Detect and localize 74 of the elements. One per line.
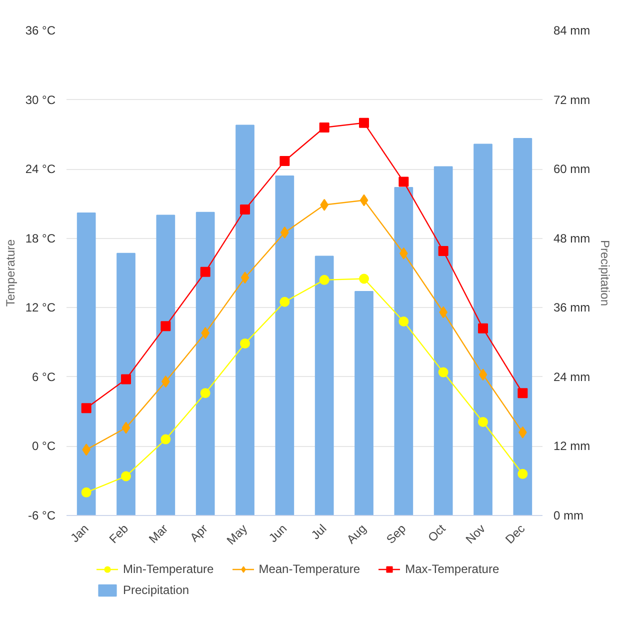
- x-tick-label: Feb: [106, 521, 132, 546]
- point: [518, 388, 528, 398]
- x-tick-label: Mar: [146, 522, 171, 546]
- y2-tick-label: 72 mm: [554, 92, 590, 107]
- y2-tick-label: 12 mm: [554, 439, 590, 454]
- bar: [156, 214, 176, 516]
- x-tick-label: Aug: [344, 522, 369, 547]
- y2-tick-label: 60 mm: [554, 162, 590, 176]
- y-tick-label: 6 °C: [32, 370, 56, 384]
- point: [121, 471, 131, 482]
- bar: [116, 252, 136, 516]
- y2-tick-label: 48 mm: [554, 231, 590, 246]
- point: [359, 118, 369, 128]
- y2-tick-label: 24 mm: [554, 370, 590, 384]
- point: [478, 323, 488, 334]
- x-tick-label: Sep: [384, 521, 409, 547]
- x-tick-label: Oct: [425, 521, 449, 545]
- y-tick-label: 36 °C: [25, 24, 56, 38]
- point: [280, 296, 290, 307]
- legend-label: Precipitation: [123, 582, 190, 598]
- y-axis-title: Temperature: [3, 238, 18, 307]
- bar: [513, 138, 532, 516]
- point: [518, 468, 528, 479]
- y-tick-label: 0 °C: [32, 439, 56, 454]
- bar: [196, 212, 215, 516]
- point: [122, 422, 130, 434]
- point: [359, 274, 369, 284]
- point: [121, 374, 131, 384]
- y-tick-label: 24 °C: [25, 162, 56, 176]
- bar: [76, 212, 96, 516]
- point: [160, 321, 171, 332]
- x-tick-label: Dec: [502, 522, 528, 547]
- bar: [275, 176, 294, 516]
- x-tick-label: Nov: [462, 522, 488, 547]
- point: [240, 272, 250, 284]
- point: [280, 156, 290, 166]
- x-tick-label: Jun: [266, 522, 290, 546]
- point: [160, 434, 171, 444]
- point: [200, 266, 210, 277]
- bar: [474, 144, 492, 516]
- point: [319, 122, 330, 132]
- x-tick-label: Apr: [187, 522, 210, 545]
- x-tick-label: May: [224, 522, 250, 548]
- point: [398, 316, 409, 326]
- point: [438, 367, 448, 378]
- y-tick-label: 18 °C: [25, 231, 56, 246]
- point: [438, 246, 448, 256]
- point: [240, 338, 250, 348]
- point: [478, 368, 488, 381]
- bar: [236, 124, 254, 516]
- point: [240, 204, 250, 214]
- y-tick-label: 12 °C: [25, 300, 56, 315]
- y-tick-label: -6 °C: [28, 508, 56, 522]
- point: [360, 194, 368, 206]
- legend-label: Mean-Temperature: [258, 561, 360, 577]
- y-tick-label: 30 °C: [25, 92, 56, 107]
- point: [478, 416, 488, 427]
- bar: [314, 256, 334, 516]
- x-tick-label: Jul: [308, 522, 330, 542]
- point: [81, 403, 92, 414]
- point: [81, 487, 92, 498]
- point: [200, 388, 210, 398]
- bar: [434, 166, 453, 516]
- x-tick-label: Jan: [68, 522, 92, 546]
- legend-label: Max-Temperature: [405, 561, 500, 577]
- point: [319, 274, 330, 285]
- point: [398, 176, 409, 187]
- y2-tick-label: 0 mm: [554, 508, 584, 522]
- y2-tick-label: 36 mm: [554, 300, 590, 315]
- legend-label: Min-Temperature: [123, 561, 214, 577]
- bar: [354, 290, 374, 516]
- y2-axis-title: Precipitation: [598, 240, 612, 306]
- y2-tick-label: 84 mm: [554, 24, 590, 38]
- bar: [394, 187, 414, 516]
